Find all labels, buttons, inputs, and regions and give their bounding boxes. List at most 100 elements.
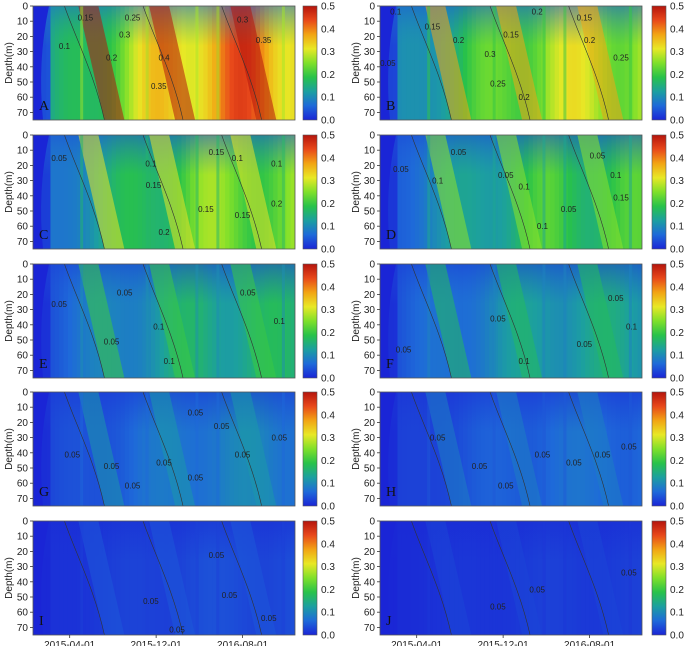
contour-label: 0.1 bbox=[519, 182, 531, 191]
streak bbox=[80, 521, 84, 635]
y-tick-label: 0 bbox=[369, 2, 375, 13]
plume-band bbox=[425, 6, 472, 120]
y-axis-label: Depth(m) bbox=[351, 428, 362, 470]
heatmap-field bbox=[33, 6, 295, 120]
colorbar-tick-label: 0.3 bbox=[670, 176, 684, 187]
y-tick-label: 0 bbox=[369, 131, 375, 142]
panel-label: G bbox=[39, 485, 49, 500]
y-tick-label: 60 bbox=[17, 608, 29, 619]
y-tick-label: 0 bbox=[369, 517, 375, 528]
plume-band bbox=[577, 6, 624, 120]
colorbar-tick-label: 0.4 bbox=[321, 539, 335, 550]
plume-band bbox=[425, 264, 472, 378]
colorbar-tick-label: 0.2 bbox=[670, 328, 684, 339]
streak bbox=[542, 264, 546, 378]
contour-label: 0.05 bbox=[188, 409, 204, 418]
contour-label: 0.05 bbox=[209, 551, 225, 560]
y-tick-label: 20 bbox=[17, 290, 29, 301]
streak bbox=[145, 521, 149, 635]
streak bbox=[427, 264, 431, 378]
contour-label: 0.05 bbox=[261, 614, 277, 623]
colorbar bbox=[302, 5, 318, 121]
colorbar-tick-label: 0.0 bbox=[670, 631, 684, 642]
colorbar-tick-label: 0.3 bbox=[670, 305, 684, 316]
colorbar-tick-label: 0.2 bbox=[670, 199, 684, 210]
y-tick-label: 50 bbox=[17, 78, 29, 89]
y-tick-label: 50 bbox=[364, 78, 376, 89]
colorbar-tick-label: 0.3 bbox=[670, 433, 684, 444]
plot-frame bbox=[379, 520, 643, 636]
contour-label: 0.3 bbox=[119, 31, 131, 40]
y-tick-label: 70 bbox=[17, 237, 29, 248]
plume-band bbox=[577, 392, 624, 506]
plot-frame bbox=[379, 134, 643, 250]
y-axis-label: Depth(m) bbox=[4, 557, 15, 599]
heatmap-field bbox=[33, 521, 295, 635]
y-tick-label: 40 bbox=[17, 191, 29, 202]
y-tick-label: 50 bbox=[364, 336, 376, 347]
panel-I: 0.05 0.05 0.05 0.05 0.05 I 0 10 20 30 40 50 60 70 Dept… bbox=[4, 517, 335, 646]
colorbar-tick-label: 0.1 bbox=[670, 351, 684, 362]
y-tick-label: 20 bbox=[364, 161, 376, 172]
contour-line bbox=[489, 392, 531, 506]
y-tick-label: 70 bbox=[364, 108, 376, 119]
streak bbox=[492, 264, 496, 378]
contour-label: 0.35 bbox=[256, 36, 272, 45]
streak bbox=[542, 135, 546, 249]
contour-label: 0.3 bbox=[237, 16, 249, 25]
heatmap-field bbox=[380, 521, 642, 635]
colorbar-tick-label: 0.5 bbox=[670, 260, 684, 271]
colorbar-tick-label: 0.4 bbox=[321, 282, 335, 293]
contour-label: 0.15 bbox=[198, 205, 214, 214]
contour-label: 0.35 bbox=[151, 82, 167, 91]
contour-label: 0.05 bbox=[51, 300, 67, 309]
streak bbox=[195, 521, 199, 635]
colorbar-tick-label: 0.0 bbox=[321, 502, 335, 513]
contour-label: 0.15 bbox=[235, 211, 251, 220]
colorbar-tick-label: 0.2 bbox=[670, 70, 684, 81]
y-tick-label: 20 bbox=[364, 32, 376, 43]
y-tick-label: 0 bbox=[369, 388, 375, 399]
y-axis-label: Depth(m) bbox=[4, 171, 15, 213]
low-value-edge bbox=[33, 521, 49, 635]
plume-band bbox=[149, 392, 196, 506]
contour-label: 0.2 bbox=[519, 93, 531, 102]
y-tick-label: 70 bbox=[364, 366, 376, 377]
x-tick-label: 2015-12-01 bbox=[131, 640, 183, 646]
contour-line bbox=[142, 135, 184, 249]
contour-label: 0.05 bbox=[214, 422, 230, 431]
contour-label: 0.1 bbox=[626, 323, 638, 332]
contour-label: 0.05 bbox=[472, 462, 488, 471]
contour-line bbox=[489, 521, 531, 635]
plume-band bbox=[425, 392, 472, 506]
contour-label: 0.15 bbox=[78, 13, 94, 22]
panel-label: F bbox=[386, 357, 394, 372]
heatmap-field bbox=[33, 264, 295, 378]
contour-line bbox=[64, 135, 105, 249]
y-tick-label: 20 bbox=[17, 547, 29, 558]
streak bbox=[628, 392, 632, 506]
streak bbox=[628, 521, 632, 635]
streak bbox=[542, 392, 546, 506]
streak bbox=[195, 6, 199, 120]
y-tick-label: 30 bbox=[17, 562, 29, 573]
colorbar-tick-label: 0.4 bbox=[670, 539, 684, 550]
plume-band bbox=[78, 521, 125, 635]
contour-label: 0.15 bbox=[146, 181, 162, 190]
contour-label: 0.05 bbox=[380, 59, 396, 68]
colorbar-tick-label: 0.1 bbox=[670, 222, 684, 233]
plot-frame bbox=[32, 5, 296, 121]
plume-band bbox=[577, 521, 624, 635]
y-tick-label: 70 bbox=[17, 366, 29, 377]
contour-line bbox=[221, 6, 262, 120]
contour-label: 0.2 bbox=[453, 36, 465, 45]
y-tick-label: 10 bbox=[17, 275, 29, 286]
panel-label: J bbox=[386, 614, 392, 629]
contour-label: 0.05 bbox=[490, 315, 506, 324]
streak bbox=[628, 135, 632, 249]
colorbar-tick-label: 0.0 bbox=[321, 631, 335, 642]
colorbar-tick-label: 0.5 bbox=[321, 517, 335, 528]
contour-line bbox=[568, 6, 609, 120]
colorbar-tick-label: 0.1 bbox=[670, 479, 684, 490]
